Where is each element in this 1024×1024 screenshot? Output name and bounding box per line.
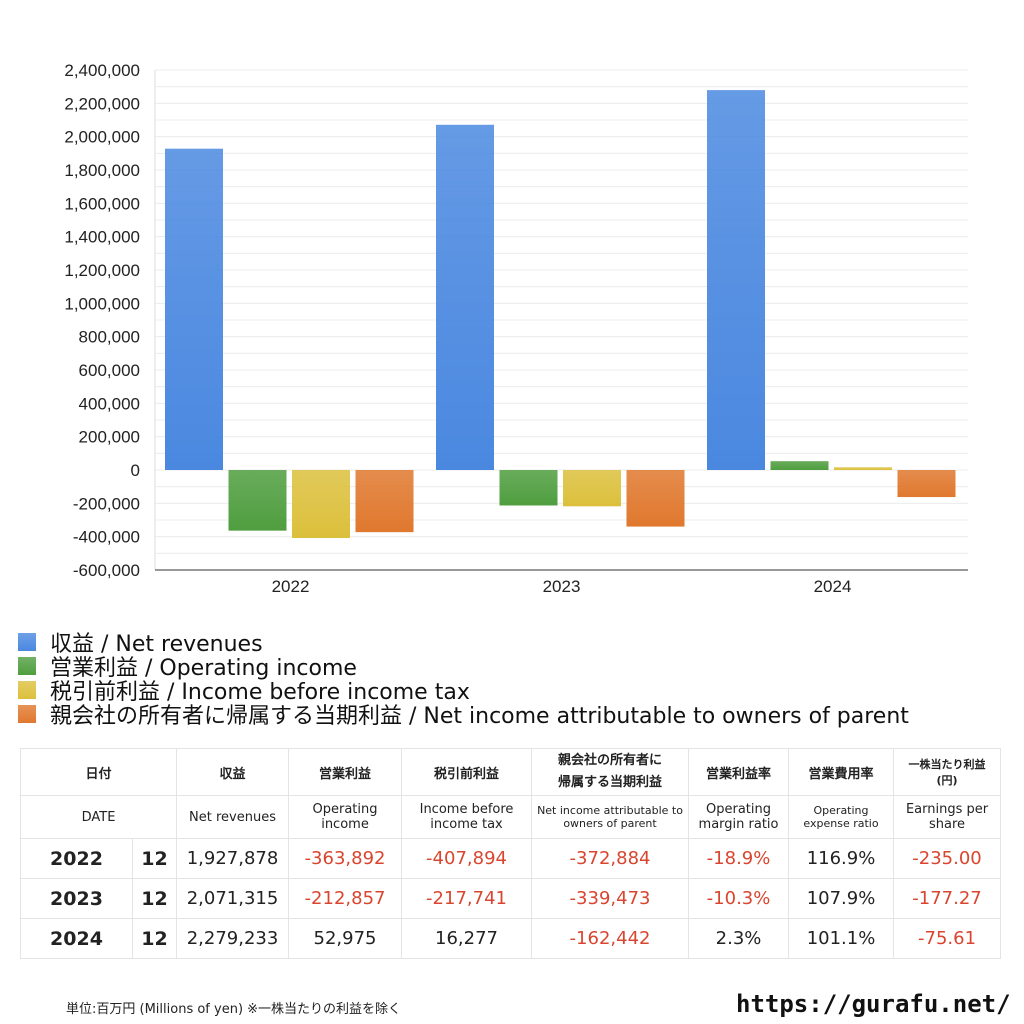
bar-2024-series-1 bbox=[770, 461, 829, 470]
value-cell: 101.1% bbox=[788, 918, 895, 959]
header-pretax-jp: 税引前利益 bbox=[401, 748, 533, 796]
value-cell: 1,927,878 bbox=[176, 838, 290, 879]
value-cell: 52,975 bbox=[288, 918, 403, 959]
value-cell: -177.27 bbox=[893, 878, 1002, 919]
legend-item: 営業利益 / Operating income bbox=[18, 654, 909, 681]
table-row: 2022 12 1,927,878 -363,892 -407,894 -372,884-… bbox=[20, 838, 1002, 879]
value-cell: -339,473 bbox=[531, 878, 690, 919]
value-cell: -162,442 bbox=[531, 918, 690, 959]
value-cell: 16,277 bbox=[401, 918, 533, 959]
value-cell: 2,279,233 bbox=[176, 918, 290, 959]
legend-item: 親会社の所有者に帰属する当期利益 / Net income attributab… bbox=[18, 702, 909, 729]
y-tick-label: 400,000 bbox=[79, 394, 140, 413]
month-cell: 12 bbox=[131, 918, 178, 959]
header-opincome-jp: 営業利益 bbox=[288, 748, 403, 796]
month-cell: 12 bbox=[131, 878, 178, 919]
bar-2023-series-0 bbox=[436, 124, 494, 471]
x-tick-label: 2022 bbox=[272, 577, 310, 596]
y-tick-label: -400,000 bbox=[73, 528, 140, 547]
value-cell: 2.3% bbox=[688, 918, 790, 959]
value-cell: -212,857 bbox=[288, 878, 403, 919]
bar-2024-series-0 bbox=[707, 90, 765, 470]
value-cell: -235.00 bbox=[893, 838, 1002, 879]
header-opmargin-jp: 営業利益率 bbox=[688, 748, 790, 796]
bar-2023-series-1 bbox=[499, 470, 558, 506]
value-cell: 2,071,315 bbox=[176, 878, 290, 919]
year-cell: 2022 bbox=[20, 838, 133, 879]
legend-label: 収益 / Net revenues bbox=[50, 632, 263, 657]
year-cell: 2024 bbox=[20, 918, 133, 959]
value-cell: -18.9% bbox=[688, 838, 790, 879]
bar-2022-series-3 bbox=[355, 470, 414, 533]
y-tick-label: 1,800,000 bbox=[64, 161, 140, 180]
bar-2023-series-3 bbox=[626, 470, 685, 527]
legend-item: 税引前利益 / Income before income tax bbox=[18, 678, 909, 705]
month-cell: 12 bbox=[131, 838, 178, 879]
table-row: 2024 12 2,279,233 52,975 16,277 -162,442 2.3% 1… bbox=[20, 918, 1002, 959]
legend-label: 税引前利益 / Income before income tax bbox=[50, 680, 470, 705]
bar-chart: 2,400,000 2,200,000 2,000,000 1,800,000 1,60… bbox=[64, 61, 968, 596]
header-revenue-en: Net revenues bbox=[176, 795, 290, 839]
data-table: 日付 収益 営業利益 税引前利益 親会社の所有者に帰属する当期利益 営業利益率 … bbox=[19, 748, 1002, 959]
y-tick-label: 1,200,000 bbox=[64, 261, 140, 280]
site-url[interactable]: https://gurafu.net/ bbox=[736, 990, 1011, 1018]
bar-2024-series-2 bbox=[834, 467, 892, 470]
x-tick-label: 2024 bbox=[814, 577, 852, 596]
legend-swatch bbox=[18, 705, 36, 723]
header-opmargin-en: Operating margin ratio bbox=[688, 795, 790, 839]
header-date-jp: 日付 bbox=[19, 748, 178, 796]
legend-swatch bbox=[18, 657, 36, 675]
y-tick-label: 0 bbox=[131, 461, 140, 480]
value-cell: 107.9% bbox=[788, 878, 895, 919]
legend-label: 営業利益 / Operating income bbox=[50, 656, 357, 681]
bar-2022-series-1 bbox=[228, 470, 287, 531]
header-eps-en: Earnings per share bbox=[893, 795, 1002, 839]
y-tick-label: 200,000 bbox=[79, 428, 140, 447]
y-tick-label: 1,600,000 bbox=[64, 194, 140, 213]
bar-2022-series-0 bbox=[165, 148, 223, 470]
unit-note: 単位:百万円 (Millions of yen) ※一株当たりの利益を除く bbox=[66, 1002, 402, 1017]
y-tick-label: -600,000 bbox=[73, 561, 140, 580]
y-tick-label: 800,000 bbox=[79, 328, 140, 347]
bar-2024-series-3 bbox=[897, 470, 956, 498]
y-tick-label: 1,400,000 bbox=[64, 228, 140, 247]
header-pretax-en: Income before income tax bbox=[401, 795, 533, 839]
y-tick-label: 2,200,000 bbox=[64, 94, 140, 113]
y-tick-label: 600,000 bbox=[79, 361, 140, 380]
bar-2023-series-2 bbox=[563, 470, 621, 507]
header-eps-jp: 一株当たり利益(円) bbox=[893, 748, 1002, 796]
header-opexpense-jp: 営業費用率 bbox=[788, 748, 895, 796]
value-cell: -363,892 bbox=[288, 838, 403, 879]
value-cell: -407,894 bbox=[401, 838, 533, 879]
legend-swatch bbox=[18, 633, 36, 651]
header-date-en: DATE bbox=[19, 795, 178, 839]
legend-label: 親会社の所有者に帰属する当期利益 / Net income attributab… bbox=[50, 704, 909, 729]
value-cell: 116.9% bbox=[788, 838, 895, 879]
legend: 収益 / Net revenues 営業利益 / Operating income… bbox=[18, 630, 909, 729]
year-cell: 2023 bbox=[20, 878, 133, 919]
header-opexpense-en: Operating expense ratio bbox=[788, 795, 895, 839]
header-opincome-en: Operating income bbox=[288, 795, 403, 839]
header-revenue-jp: 収益 bbox=[176, 748, 290, 796]
value-cell: -10.3% bbox=[688, 878, 790, 919]
y-tick-label: 2,000,000 bbox=[64, 128, 140, 147]
value-cell: -217,741 bbox=[401, 878, 533, 919]
y-tick-label: 2,400,000 bbox=[64, 61, 140, 80]
value-cell: -75.61 bbox=[893, 918, 1002, 959]
y-tick-label: -200,000 bbox=[73, 494, 140, 513]
header-netincome-jp: 親会社の所有者に帰属する当期利益 bbox=[531, 748, 690, 796]
legend-swatch bbox=[18, 681, 36, 699]
value-cell: -372,884 bbox=[531, 838, 690, 879]
legend-item: 収益 / Net revenues bbox=[18, 630, 909, 657]
x-tick-label: 2023 bbox=[543, 577, 581, 596]
bar-2022-series-2 bbox=[292, 470, 350, 538]
header-row-jp: 日付 収益 営業利益 税引前利益 親会社の所有者に帰属する当期利益 営業利益率 … bbox=[19, 748, 1002, 796]
header-row-en: DATE Net revenues Operating income Incom… bbox=[19, 795, 1002, 839]
header-netincome-en: Net income attributable to owners of par… bbox=[531, 795, 690, 839]
table-row: 2023 12 2,071,315 -212,857 -217,741 -339,473-… bbox=[20, 878, 1002, 919]
y-tick-label: 1,000,000 bbox=[64, 294, 140, 313]
